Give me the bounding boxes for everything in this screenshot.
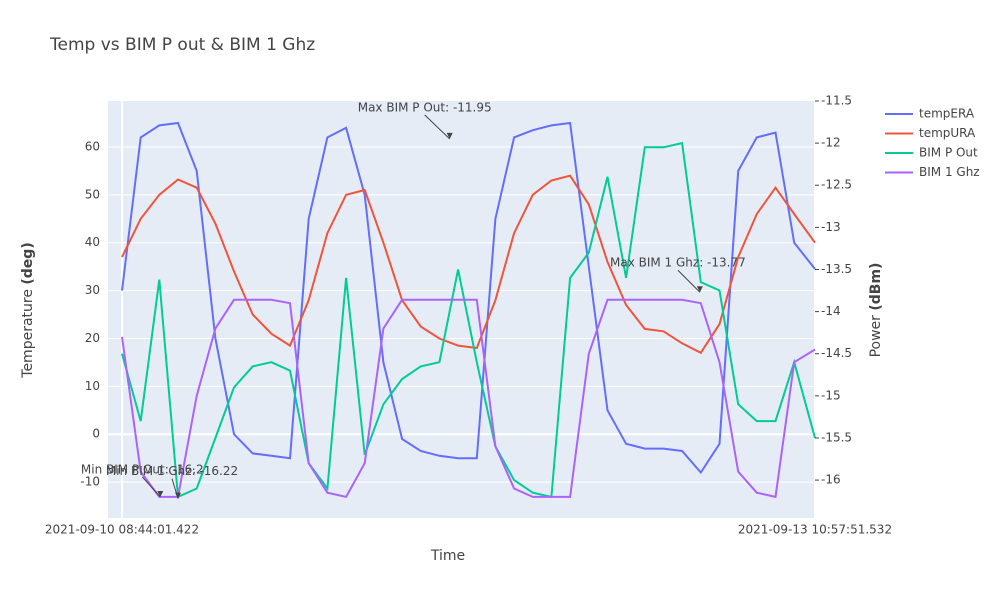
y2-tick-label: -14 (821, 304, 841, 318)
y2-tick-label: -12.5 (821, 178, 852, 192)
annotation-text: Min BIM P Out: -16.2 (81, 462, 204, 476)
legend-label: tempURA (919, 126, 976, 140)
annotation-text: Max BIM 1 Ghz: -13.77 (610, 256, 746, 270)
x-tick-label: 2021-09-13 10:57:51.532 (738, 523, 892, 537)
y-axis-title: Temperature (deg) (20, 242, 36, 378)
y-tick-label: 0 (92, 427, 100, 441)
y-tick-label: 50 (85, 187, 100, 201)
annotation-arrow (141, 476, 161, 498)
legend-label: tempERA (919, 107, 975, 121)
y-axis-title-unit: (deg) (20, 242, 36, 284)
annotation-arrowhead (175, 492, 182, 499)
y2-axis-title-unit: (dBm) (868, 263, 884, 311)
y-tick-label: 10 (85, 379, 100, 393)
series-line (121, 174, 816, 355)
y-tick-label: 20 (85, 331, 100, 345)
annotation-arrowhead (157, 490, 164, 497)
annotation-arrowhead (696, 286, 703, 293)
series-line (121, 141, 816, 499)
grid (108, 101, 816, 518)
labels: -10 0 10 20 30 40 50 60 -16 -15.5 -15 -14.5 -14 -13.5… (45, 94, 980, 537)
legend-label: BIM P Out (919, 146, 978, 160)
y2-tick-label: -15.5 (821, 430, 852, 444)
y-axis-title-text: Temperature (20, 289, 36, 379)
y-tick-label: 60 (85, 139, 100, 153)
y2-tick-label: -11.5 (821, 94, 852, 108)
plot-area (108, 101, 815, 518)
y2-tick-label: -13.5 (821, 262, 852, 276)
annotation-text: Min BIM 1 Ghz: -16.22 (106, 464, 238, 478)
series-line (121, 121, 816, 475)
y2-tick-label: -14.5 (821, 346, 852, 360)
y2-tick-label: -15 (821, 388, 841, 402)
y2-axis-title: Power (dBm) (868, 263, 884, 358)
y-tick-label: 40 (85, 235, 100, 249)
chart-title: Temp vs BIM P out & BIM 1 Ghz (49, 35, 315, 55)
y2-tick-label: -13 (821, 220, 841, 234)
x-axis-title: Time (430, 548, 465, 564)
annotation-arrowhead (446, 132, 453, 139)
annotation-arrow (424, 114, 451, 140)
legend-label: BIM 1 Ghz (919, 165, 980, 179)
annotation-arrow (677, 269, 701, 293)
y-tick-label: -10 (80, 475, 100, 489)
x-tick-label: 2021-09-10 08:44:01.422 (45, 523, 199, 537)
y2-tick-label: -12 (821, 136, 841, 150)
y2-tick-label: -16 (821, 473, 841, 487)
series-line (121, 298, 816, 499)
y-tick-label: 30 (85, 283, 100, 297)
annotation-text: Max BIM P Out: -11.95 (358, 100, 492, 114)
lines (121, 121, 816, 499)
y2-axis-title-text: Power (868, 315, 884, 358)
